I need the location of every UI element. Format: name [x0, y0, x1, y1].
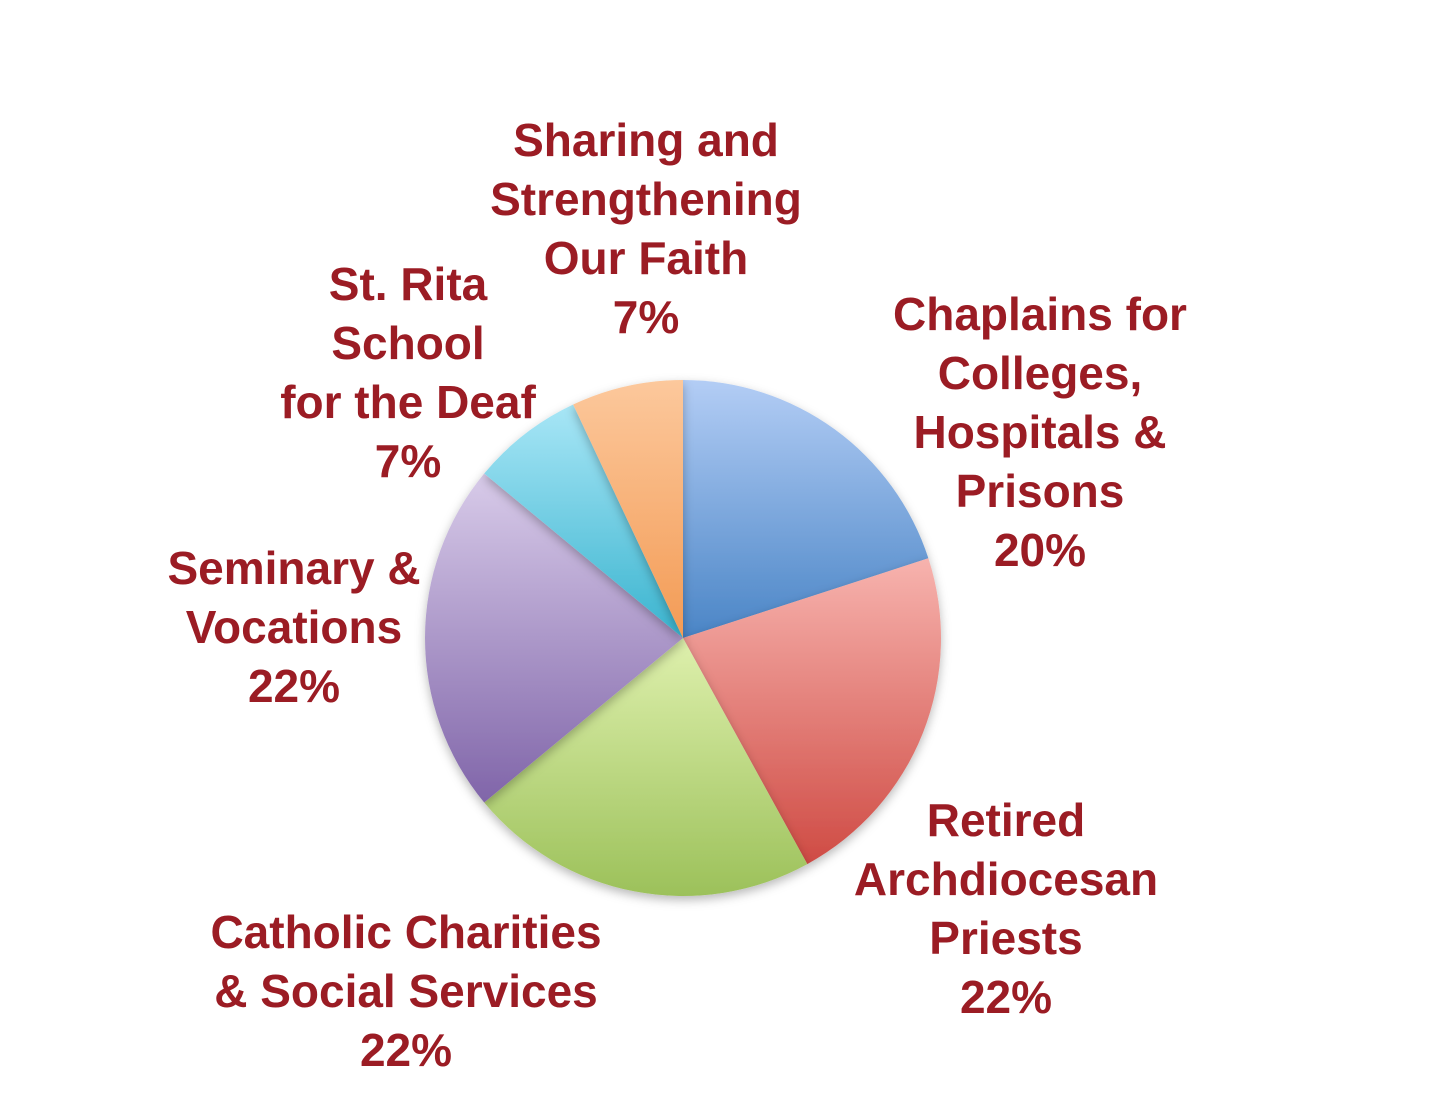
slice-label-line-chaplains: Hospitals & [913, 406, 1166, 458]
pie-slice-catholic-charities [484, 638, 808, 897]
slice-label-chaplains: Chaplains for Colleges, Hospitals & Prisons… [893, 288, 1187, 576]
slice-label-line-seminary: Vocations [186, 601, 402, 653]
slice-label-line-catholic-charities: Catholic Charities [210, 906, 601, 958]
slice-label-line-seminary: Seminary & [167, 542, 420, 594]
slice-label-sharing-faith: Sharing and Strengthening Our Faith 7% [490, 114, 802, 343]
pie-labels: Chaplains for Colleges, Hospitals & Prisons… [167, 114, 1187, 1076]
pie-slice-retired-priests [683, 558, 941, 865]
slice-percent-retired-priests: 22% [960, 971, 1052, 1023]
slice-label-line-chaplains: Colleges, [938, 347, 1143, 399]
slice-percent-chaplains: 20% [994, 524, 1086, 576]
pie-slice-sharing-faith [573, 380, 683, 638]
slice-percent-seminary: 22% [248, 660, 340, 712]
slice-label-line-retired-priests: Archdiocesan [854, 853, 1158, 905]
slice-label-line-sharing-faith: Our Faith [544, 232, 748, 284]
slice-label-seminary: Seminary & Vocations 22% [167, 542, 420, 712]
pie-slice-st-rita [484, 404, 683, 638]
slice-label-line-chaplains: Chaplains for [893, 288, 1187, 340]
slice-label-line-st-rita: St. Rita [329, 258, 488, 310]
slice-label-line-sharing-faith: Strengthening [490, 173, 802, 225]
pie-slices [424, 380, 941, 897]
slice-label-line-sharing-faith: Sharing and [513, 114, 779, 166]
slice-label-st-rita: St. Rita School for the Deaf 7% [280, 258, 536, 487]
slice-label-line-retired-priests: Retired [927, 794, 1085, 846]
slice-label-catholic-charities: Catholic Charities & Social Services 22% [210, 906, 601, 1076]
slice-label-line-st-rita: School [331, 317, 484, 369]
slice-label-line-chaplains: Prisons [956, 465, 1125, 517]
slice-label-line-st-rita: for the Deaf [280, 376, 536, 428]
slice-percent-sharing-faith: 7% [613, 291, 679, 343]
slice-percent-catholic-charities: 22% [360, 1024, 452, 1076]
pie-slice-chaplains [683, 380, 929, 638]
slice-label-line-retired-priests: Priests [929, 912, 1082, 964]
pie-slice-seminary [424, 473, 683, 803]
slice-label-line-catholic-charities: & Social Services [214, 965, 598, 1017]
slice-percent-st-rita: 7% [375, 435, 441, 487]
slice-label-retired-priests: Retired Archdiocesan Priests 22% [854, 794, 1158, 1023]
